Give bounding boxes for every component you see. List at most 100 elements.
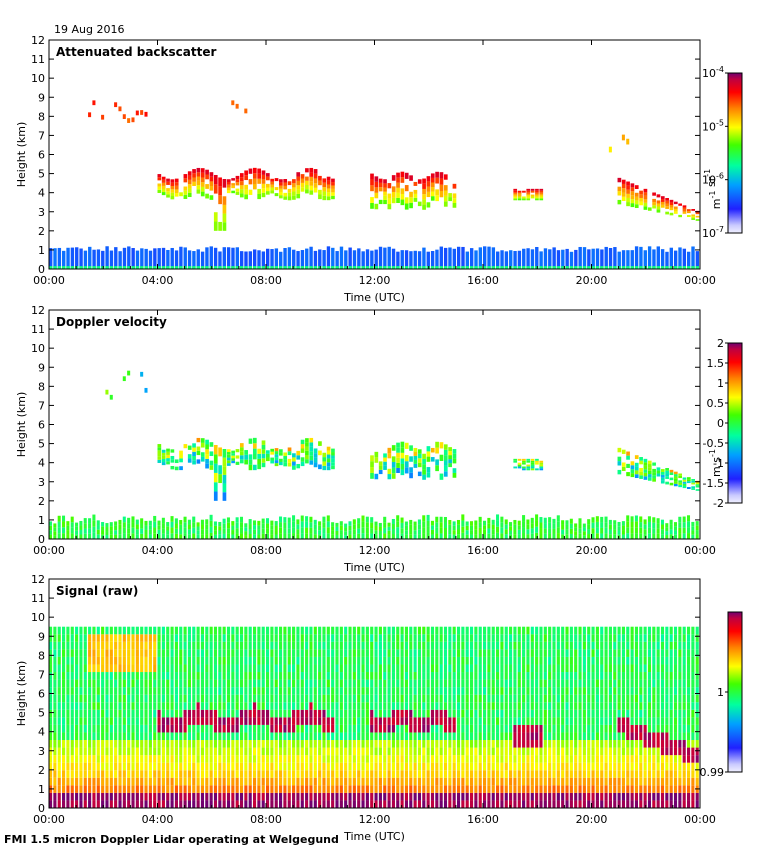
- signal-cell: [513, 740, 517, 748]
- signal-cell: [543, 770, 547, 778]
- signal-cell: [279, 679, 283, 688]
- signal-cell: [543, 755, 547, 763]
- signal-cell: [569, 649, 573, 657]
- signal-cell: [496, 792, 500, 801]
- velocity-cell: [517, 520, 521, 526]
- backscatter-cell: [101, 250, 105, 269]
- signal-cell: [305, 732, 309, 741]
- signal-cell: [435, 664, 439, 673]
- signal-cell: [75, 641, 79, 650]
- velocity-cell: [673, 481, 678, 484]
- velocity-cell: [647, 470, 652, 475]
- backscatter-cell: [300, 250, 305, 269]
- backscatter-cell: [426, 181, 431, 187]
- signal-cell: [365, 641, 369, 650]
- velocity-cell: [478, 533, 482, 539]
- velocity-cell: [400, 469, 405, 476]
- velocity-cell: [634, 515, 638, 522]
- signal-cell: [209, 641, 213, 650]
- backscatter-cell: [148, 250, 153, 269]
- signal-cell: [483, 709, 487, 718]
- signal-cell: [409, 732, 413, 741]
- signal-cell: [131, 679, 135, 688]
- signal-cell: [526, 679, 530, 688]
- velocity-cell: [682, 527, 686, 534]
- signal-cell: [205, 672, 209, 680]
- backscatter-cell: [231, 266, 235, 269]
- signal-cell: [383, 634, 387, 642]
- signal-cell: [552, 777, 556, 786]
- signal-cell: [57, 770, 61, 778]
- backscatter-cell: [196, 180, 201, 186]
- signal-cell: [200, 762, 205, 771]
- signal-cell: [461, 770, 465, 778]
- signal-cell: [474, 687, 478, 695]
- signal-cell: [252, 687, 257, 695]
- signal-cell: [391, 694, 395, 703]
- signal-cell: [387, 724, 391, 733]
- signal-cell: [465, 717, 469, 725]
- signal-cell: [101, 755, 105, 763]
- signal-cell: [179, 679, 183, 688]
- velocity-cell: [543, 523, 547, 529]
- signal-cell: [205, 687, 209, 695]
- signal-cell: [491, 792, 495, 801]
- signal-cell: [287, 724, 291, 733]
- signal-cell: [179, 626, 183, 635]
- signal-cell: [92, 702, 96, 710]
- signal-cell: [582, 649, 586, 657]
- signal-cell: [62, 687, 66, 695]
- velocity-cell: [105, 535, 109, 539]
- signal-cell: [587, 641, 591, 650]
- signal-cell: [166, 634, 170, 642]
- velocity-cell: [140, 523, 144, 529]
- signal-cell: [430, 641, 435, 650]
- backscatter-cell: [326, 246, 331, 269]
- signal-cell: [500, 717, 504, 725]
- signal-cell: [509, 755, 513, 763]
- velocity-cell: [326, 462, 331, 467]
- signal-cell: [335, 664, 339, 673]
- signal-cell: [344, 762, 348, 771]
- signal-cell: [322, 755, 326, 763]
- velocity-cell: [621, 466, 626, 471]
- velocity-cell: [413, 525, 417, 531]
- backscatter-cell: [639, 194, 643, 198]
- signal-cell: [361, 777, 365, 786]
- signal-cell: [96, 747, 100, 756]
- signal-cell: [166, 740, 170, 748]
- signal-cell: [101, 747, 105, 756]
- backscatter-cell: [270, 187, 275, 191]
- signal-cell: [565, 641, 569, 650]
- backscatter-cell: [252, 167, 257, 174]
- backscatter-cell: [513, 190, 518, 193]
- velocity-cell: [673, 526, 677, 531]
- backscatter-cell: [270, 184, 275, 188]
- signal-cell: [170, 672, 174, 680]
- velocity-cell: [218, 530, 222, 535]
- signal-cell: [92, 717, 96, 725]
- velocity-cell: [469, 525, 474, 531]
- velocity-cell: [647, 521, 651, 528]
- velocity-cell: [513, 466, 518, 469]
- backscatter-cell: [430, 182, 435, 188]
- signal-cell: [400, 702, 404, 710]
- signal-cell: [131, 626, 135, 635]
- velocity-cell: [122, 533, 126, 539]
- velocity-cell: [435, 447, 439, 454]
- signal-cell: [318, 664, 322, 673]
- signal-cell: [396, 634, 400, 642]
- velocity-cell: [305, 516, 309, 522]
- signal-cell: [344, 641, 348, 650]
- signal-cell: [365, 694, 369, 703]
- signal-cell: [348, 762, 352, 771]
- velocity-cell: [66, 525, 70, 531]
- signal-cell: [270, 641, 274, 650]
- signal-cell: [53, 724, 57, 733]
- signal-cell: [266, 694, 270, 703]
- signal-cell: [374, 694, 378, 703]
- signal-cell: [209, 785, 213, 793]
- velocity-cell: [643, 472, 648, 477]
- velocity-cell: [118, 534, 122, 539]
- signal-cell: [387, 732, 391, 741]
